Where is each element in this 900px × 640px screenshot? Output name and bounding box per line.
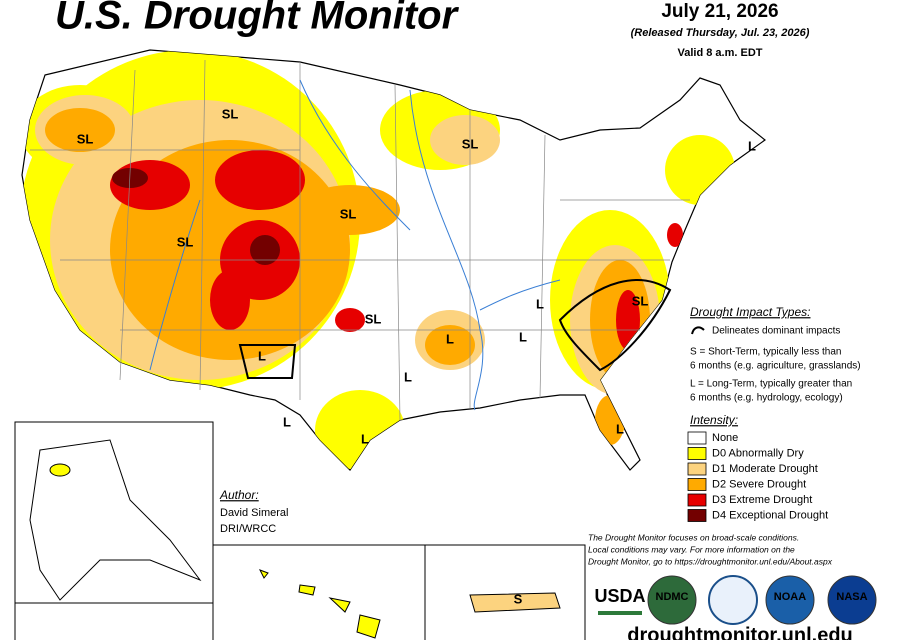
puerto-rico-inset xyxy=(424,544,586,640)
puerto-rico-outline xyxy=(469,592,561,613)
impact-label: L xyxy=(748,138,756,153)
note: The Drought Monitor focuses on broad-sca… xyxy=(588,532,833,566)
title: U.S. Drought Monitor xyxy=(55,0,460,38)
intensity-swatch xyxy=(687,447,707,460)
date: July 21, 2026 xyxy=(661,1,778,22)
usda-underline xyxy=(598,611,642,615)
impact-boundary xyxy=(238,344,297,379)
note-line: The Drought Monitor focuses on broad-sca… xyxy=(588,532,799,542)
drought-area xyxy=(665,135,735,205)
impact-heading: Drought Impact Types: xyxy=(690,305,811,319)
long-term-description: 6 months (e.g. hydrology, ecology) xyxy=(690,393,843,404)
intensity-label: D3 Extreme Drought xyxy=(712,494,812,506)
short-term-description: 6 months (e.g. agriculture, grasslands) xyxy=(690,361,861,372)
commerce-logo xyxy=(708,575,758,625)
impact-label: L xyxy=(258,348,266,363)
alaska-outline xyxy=(29,439,202,601)
intensity-label: D0 Abnormally Dry xyxy=(712,447,804,459)
intensity-swatch xyxy=(687,462,707,476)
impact-label: L xyxy=(404,369,412,384)
logo-text: USDA xyxy=(594,586,645,606)
author-heading: Author: xyxy=(219,488,259,502)
drought-area xyxy=(250,235,280,265)
impact-label: L xyxy=(536,296,544,311)
valid-time: Valid 8 a.m. EDT xyxy=(678,47,763,59)
rivers xyxy=(149,79,561,411)
intensity-heading: Intensity: xyxy=(690,413,738,427)
impact-descriptions: S = Short-Term, typically less than 6 mon… xyxy=(690,347,861,404)
drought-area xyxy=(300,185,400,235)
impact-label: SL xyxy=(632,293,649,308)
drought-area xyxy=(210,270,250,330)
hawaii-islands xyxy=(258,569,381,639)
intensity-label: None xyxy=(712,432,738,444)
release-date: (Released Thursday, Jul. 23, 2026) xyxy=(631,27,810,39)
intensity-label: D1 Moderate Drought xyxy=(712,463,818,475)
impact-label: L xyxy=(446,331,454,346)
drought-area xyxy=(45,108,115,152)
impact-label: L xyxy=(361,431,369,446)
logo-text: NASA xyxy=(836,591,867,603)
hawaii-inset xyxy=(212,544,426,640)
drought-area xyxy=(667,223,683,247)
author-org: DRI/WRCC xyxy=(220,523,276,535)
map-labels: SL SL SL L SL SL SL SL L L L L L L L L xyxy=(77,106,756,446)
conus-map: SL SL SL L SL SL SL SL L L L L L L L L xyxy=(21,49,766,471)
logo-text: NDMC xyxy=(656,591,689,603)
impact-label: SL xyxy=(177,234,194,249)
note-line: Local conditions may vary. For more info… xyxy=(588,544,795,554)
intensity-legend: None D0 Abnormally Dry D1 Moderate Drought… xyxy=(687,431,828,522)
impact-label: SL xyxy=(462,136,479,151)
intensity-swatch xyxy=(687,431,707,445)
note-line: Drought Monitor, go to https://droughtmo… xyxy=(588,556,833,566)
drought-area xyxy=(335,308,365,332)
short-term-description: S = Short-Term, typically less than xyxy=(690,347,841,358)
impact-line-symbol xyxy=(691,326,705,335)
logos: USDA NDMC NOAA NASA xyxy=(594,575,877,625)
alaska-dry-area xyxy=(49,463,71,477)
author-name: David Simeral xyxy=(220,507,288,519)
url: droughtmonitor.unl.edu xyxy=(627,624,853,640)
impact-label: SL xyxy=(222,106,239,121)
impact-delineates: Delineates dominant impacts xyxy=(712,326,840,337)
drought-area xyxy=(616,290,640,350)
logo-badge xyxy=(765,575,815,625)
state-boundaries xyxy=(30,59,690,421)
impact-label: S xyxy=(514,591,523,606)
impact-label: SL xyxy=(340,206,357,221)
logo-badge xyxy=(647,575,697,625)
intensity-label: D4 Exceptional Drought xyxy=(712,509,828,521)
drought-area xyxy=(315,390,405,470)
intensity-swatch xyxy=(687,509,707,522)
impact-label: SL xyxy=(365,311,382,326)
impact-label: L xyxy=(616,421,624,436)
intensity-swatch xyxy=(687,493,707,507)
drought-area xyxy=(430,115,500,165)
impact-label: SL xyxy=(77,131,94,146)
impact-label: L xyxy=(283,414,291,429)
intensity-swatch xyxy=(687,478,707,491)
impact-boundary xyxy=(558,279,672,372)
long-term-description: L = Long-Term, typically greater than xyxy=(690,379,852,390)
logo-text: NOAA xyxy=(774,591,806,603)
impact-label: L xyxy=(519,329,527,344)
drought-area xyxy=(215,150,305,210)
logo-badge xyxy=(827,575,877,625)
intensity-label: D2 Severe Drought xyxy=(712,478,806,490)
drought-area xyxy=(425,325,475,365)
